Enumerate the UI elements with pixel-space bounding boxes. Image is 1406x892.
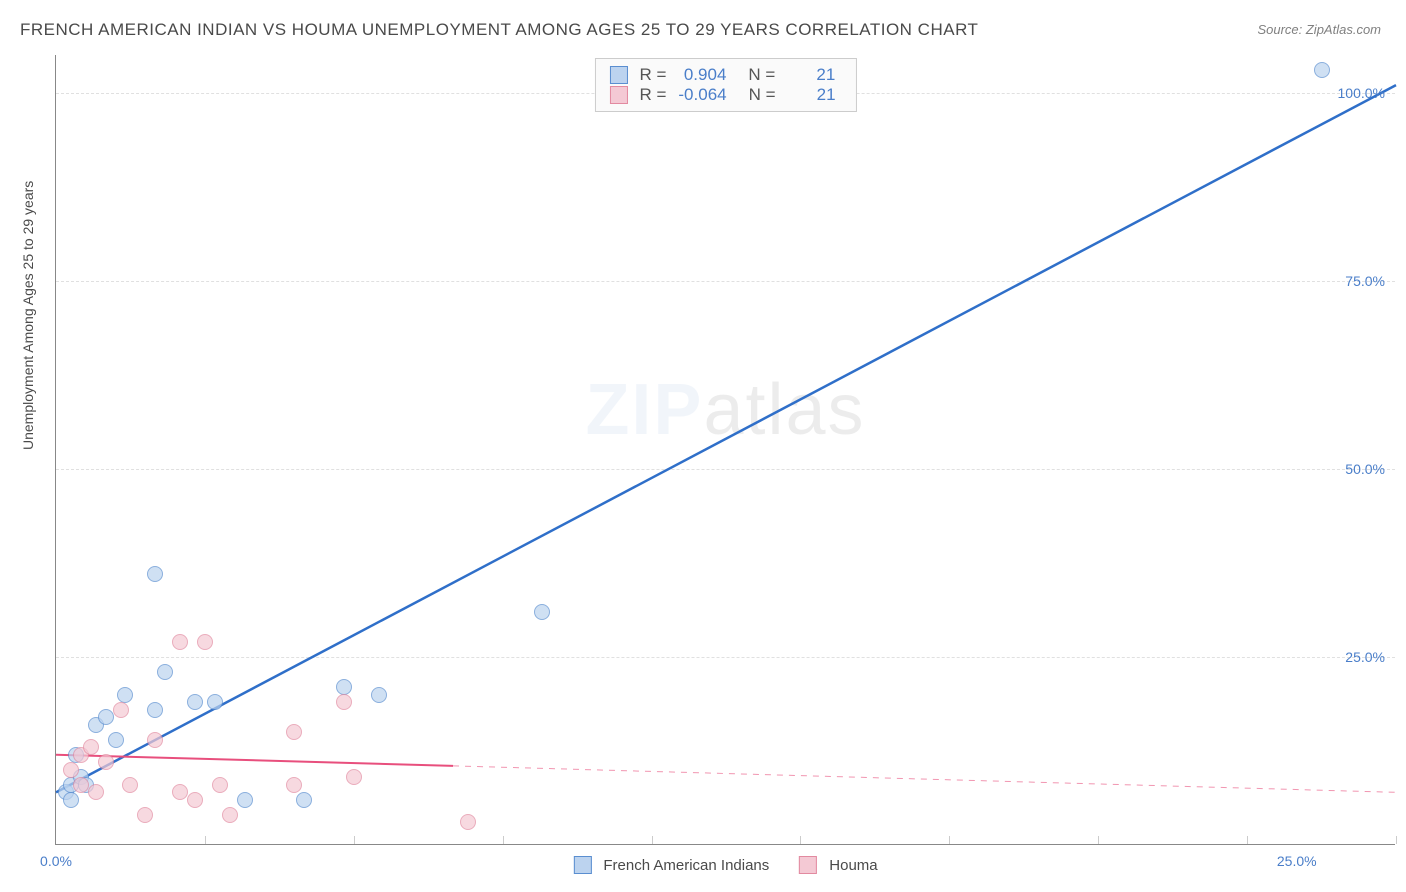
legend-item: French American Indians — [573, 856, 769, 874]
data-point — [137, 807, 153, 823]
data-point — [187, 694, 203, 710]
legend-swatch — [573, 856, 591, 874]
x-tick-mark — [1098, 836, 1099, 844]
data-point — [98, 709, 114, 725]
data-point — [73, 777, 89, 793]
x-tick-mark — [503, 836, 504, 844]
data-point — [222, 807, 238, 823]
data-point — [197, 634, 213, 650]
trend-line-solid — [56, 755, 453, 766]
x-tick-mark — [354, 836, 355, 844]
plot-area: ZIPatlas R =0.904N =21R =-0.064N =21 Fre… — [55, 55, 1395, 845]
data-point — [286, 777, 302, 793]
correlation-row: R = -0.064 N = 21 — [609, 85, 841, 105]
data-point — [88, 784, 104, 800]
data-point — [83, 739, 99, 755]
data-point — [371, 687, 387, 703]
x-tick-mark — [800, 836, 801, 844]
series-swatch — [609, 86, 627, 104]
n-label: N = — [748, 65, 775, 85]
legend-item: Houma — [799, 856, 877, 874]
data-point — [296, 792, 312, 808]
data-point — [460, 814, 476, 830]
x-tick-mark — [652, 836, 653, 844]
x-tick-label: 0.0% — [40, 853, 72, 869]
data-point — [237, 792, 253, 808]
data-point — [157, 664, 173, 680]
data-point — [117, 687, 133, 703]
gridline — [56, 657, 1395, 658]
n-value: 21 — [782, 85, 842, 105]
legend-label: Houma — [829, 857, 877, 874]
r-label: R = — [639, 85, 666, 105]
data-point — [172, 634, 188, 650]
data-point — [172, 784, 188, 800]
chart-legend: French American Indians Houma — [573, 856, 877, 874]
x-tick-label: 25.0% — [1277, 853, 1317, 869]
series-swatch — [609, 66, 627, 84]
n-label: N = — [749, 85, 776, 105]
data-point — [346, 769, 362, 785]
gridline — [56, 281, 1395, 282]
data-point — [108, 732, 124, 748]
correlation-row: R = 0.904 N = 21 — [609, 65, 841, 85]
r-value: 0.904 — [672, 65, 732, 85]
data-point — [212, 777, 228, 793]
y-tick-label: 25.0% — [1345, 649, 1385, 665]
data-point — [187, 792, 203, 808]
trend-line-solid — [56, 85, 1396, 792]
watermark: ZIPatlas — [585, 369, 865, 451]
trend-line-dashed — [453, 766, 1396, 792]
correlation-stats-box: R =0.904N =21R =-0.064N =21 — [594, 58, 856, 112]
x-tick-mark — [205, 836, 206, 844]
x-tick-mark — [1396, 836, 1397, 844]
data-point — [63, 792, 79, 808]
data-point — [147, 566, 163, 582]
legend-swatch — [799, 856, 817, 874]
data-point — [63, 762, 79, 778]
x-tick-mark — [949, 836, 950, 844]
correlation-chart: FRENCH AMERICAN INDIAN VS HOUMA UNEMPLOY… — [0, 0, 1406, 892]
data-point — [336, 694, 352, 710]
r-value: -0.064 — [672, 85, 732, 105]
data-point — [98, 754, 114, 770]
y-axis-label: Unemployment Among Ages 25 to 29 years — [20, 181, 36, 450]
x-tick-mark — [1247, 836, 1248, 844]
y-tick-label: 75.0% — [1345, 273, 1385, 289]
r-label: R = — [639, 65, 666, 85]
data-point — [113, 702, 129, 718]
data-point — [147, 732, 163, 748]
data-point — [534, 604, 550, 620]
legend-label: French American Indians — [603, 857, 769, 874]
chart-title: FRENCH AMERICAN INDIAN VS HOUMA UNEMPLOY… — [20, 20, 978, 40]
y-tick-label: 100.0% — [1338, 85, 1385, 101]
data-point — [1314, 62, 1330, 78]
y-tick-label: 50.0% — [1345, 461, 1385, 477]
data-point — [122, 777, 138, 793]
source-label: Source: ZipAtlas.com — [1257, 22, 1381, 37]
data-point — [286, 724, 302, 740]
gridline — [56, 469, 1395, 470]
data-point — [336, 679, 352, 695]
n-value: 21 — [781, 65, 841, 85]
data-point — [147, 702, 163, 718]
trend-lines — [56, 55, 1395, 844]
data-point — [207, 694, 223, 710]
